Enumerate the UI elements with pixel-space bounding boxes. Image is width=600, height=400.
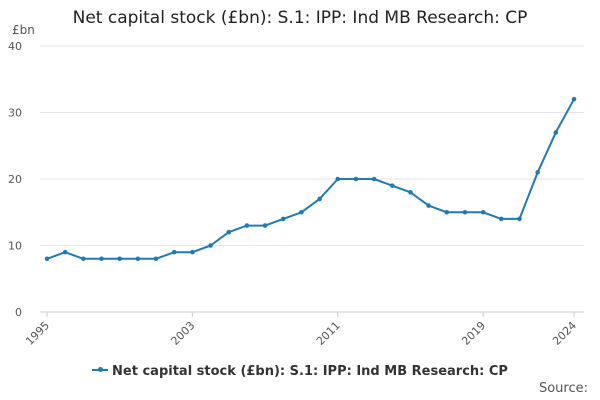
- data-point[interactable]: [317, 196, 322, 202]
- data-point[interactable]: [517, 216, 522, 222]
- data-point[interactable]: [44, 256, 50, 262]
- data-point[interactable]: [299, 209, 304, 215]
- data-point[interactable]: [62, 249, 68, 255]
- y-tick-label: 0: [15, 306, 22, 319]
- legend[interactable]: Net capital stock (£bn): S.1: IPP: Ind M…: [0, 364, 600, 379]
- x-tick-label: 2024: [550, 319, 579, 348]
- series-layer: [44, 96, 577, 262]
- data-point[interactable]: [117, 256, 122, 262]
- data-point[interactable]: [389, 183, 395, 188]
- data-point[interactable]: [444, 209, 450, 215]
- y-tick-label: 40: [8, 40, 22, 53]
- data-point[interactable]: [553, 130, 559, 135]
- data-point[interactable]: [280, 216, 286, 222]
- data-point[interactable]: [408, 190, 413, 195]
- y-tick-label: 30: [8, 107, 22, 120]
- data-point[interactable]: [335, 176, 341, 182]
- data-point[interactable]: [499, 216, 504, 222]
- x-tick-label: 2003: [169, 319, 198, 348]
- data-point[interactable]: [190, 249, 195, 255]
- legend-line-marker: [92, 366, 109, 372]
- data-point[interactable]: [244, 223, 250, 228]
- data-point[interactable]: [426, 203, 431, 208]
- y-axis-label: £bn: [12, 23, 35, 37]
- data-point[interactable]: [571, 96, 577, 102]
- data-point[interactable]: [371, 176, 377, 182]
- legend-label: Net capital stock (£bn): S.1: IPP: Ind M…: [112, 364, 508, 379]
- data-point[interactable]: [171, 249, 177, 255]
- series-line: [46, 98, 575, 260]
- y-axis-ticks: 0 10 20 30 40: [8, 40, 22, 319]
- x-tick-label: 2019: [459, 319, 488, 348]
- x-tick-label: 1995: [23, 319, 52, 348]
- data-point[interactable]: [153, 256, 159, 262]
- data-point[interactable]: [99, 256, 104, 262]
- legend-dot-marker: [98, 366, 104, 372]
- data-point[interactable]: [353, 176, 359, 182]
- source-label[interactable]: Source:: [538, 381, 588, 396]
- data-point[interactable]: [81, 256, 86, 262]
- y-tick-label: 20: [8, 173, 22, 186]
- data-point[interactable]: [480, 209, 486, 215]
- y-tick-label: 10: [8, 240, 22, 253]
- data-point[interactable]: [262, 223, 268, 228]
- data-point[interactable]: [535, 170, 540, 175]
- data-point[interactable]: [208, 243, 213, 248]
- chart-title: Net capital stock (£bn): S.1: IPP: Ind M…: [72, 8, 528, 28]
- x-tick-label: 2011: [314, 319, 343, 348]
- data-point[interactable]: [462, 209, 468, 215]
- x-axis-ticks: 1995 2003 2011 2019 2024: [23, 312, 579, 348]
- data-point[interactable]: [226, 229, 232, 235]
- data-point[interactable]: [135, 256, 141, 262]
- gridlines: [40, 45, 584, 313]
